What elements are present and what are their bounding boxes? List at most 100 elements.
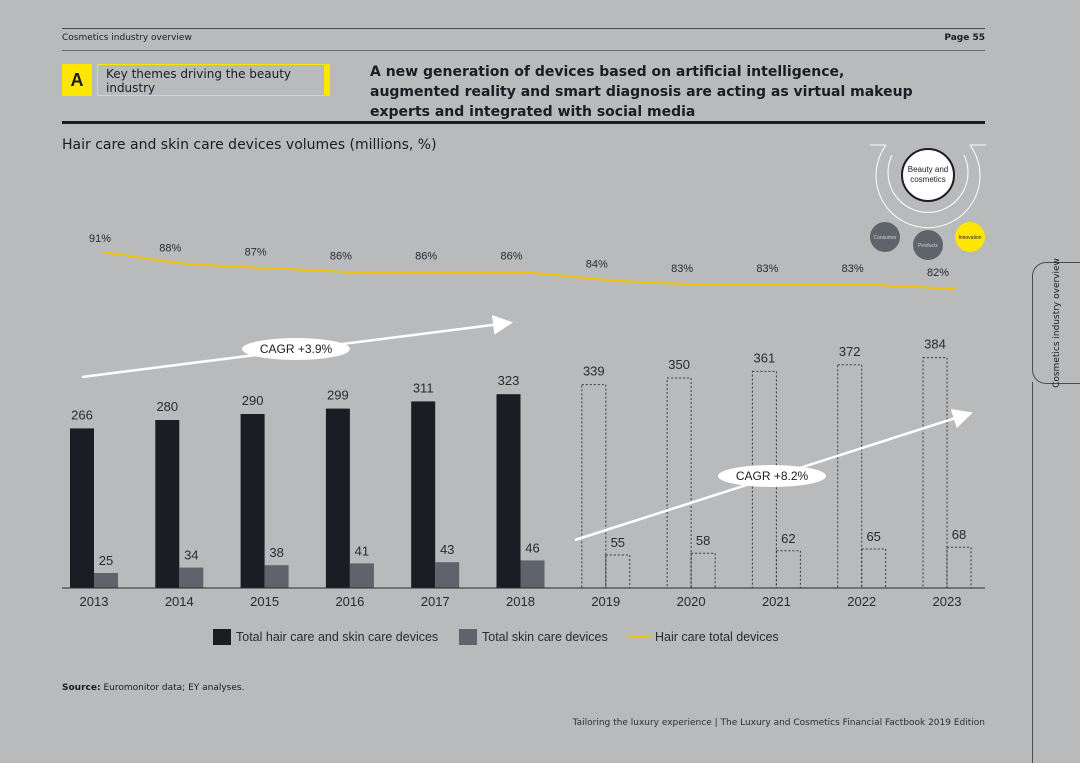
label-skin: 38	[269, 545, 283, 560]
diagram-node	[870, 222, 900, 252]
diagram-center-label: cosmetics	[910, 175, 946, 184]
label-total: 311	[413, 380, 434, 395]
bar-total	[240, 414, 265, 588]
line-layer	[102, 251, 957, 290]
headline: A new generation of devices based on art…	[370, 64, 913, 120]
label-hair-pct: 84%	[586, 259, 608, 271]
source-note: Source: Euromonitor data; EY analyses.	[62, 683, 244, 693]
bar-skin	[946, 546, 972, 589]
legend-label: Total hair care and skin care devices	[236, 630, 438, 644]
tick-label: 2019	[591, 594, 620, 609]
header-subrule	[62, 50, 985, 51]
tick-label: 2018	[506, 594, 535, 609]
label-total: 384	[924, 337, 946, 352]
label-total: 266	[71, 407, 93, 422]
label-hair-pct: 87%	[245, 246, 267, 258]
bar-total	[922, 357, 948, 589]
bar-skin	[94, 573, 118, 588]
label-total: 361	[754, 350, 776, 365]
bar-total	[155, 420, 180, 588]
footer: Tailoring the luxury experience | The Lu…	[572, 718, 985, 728]
bar-total	[837, 364, 863, 589]
theme-label: Key themes driving the beauty industry	[106, 67, 292, 95]
label-total: 350	[668, 357, 690, 372]
label-total: 339	[583, 364, 605, 379]
legend-swatch	[459, 629, 477, 645]
bar-total	[411, 401, 436, 588]
theme-badge: A	[62, 64, 92, 96]
bars-layer	[70, 357, 972, 589]
side-tab[interactable]: Cosmetics industry overview	[1032, 258, 1080, 388]
theme-box: Key themes driving the beauty industry	[97, 64, 330, 96]
cagr-pill	[242, 338, 350, 360]
label-skin: 46	[525, 540, 539, 555]
diagram-center-label: Beauty and	[908, 165, 948, 174]
tick-label: 2023	[933, 594, 962, 609]
label-hair-pct: 86%	[415, 251, 437, 263]
bar-total	[581, 384, 607, 589]
bar-skin	[861, 548, 887, 589]
tick-label: 2021	[762, 594, 791, 609]
bar-skin	[349, 563, 374, 588]
bar-skin	[775, 550, 801, 589]
bar-skin	[435, 562, 460, 588]
label-hair-pct: 91%	[89, 233, 111, 245]
label-hair-pct: 83%	[842, 263, 864, 275]
label-hair-pct: 86%	[500, 251, 522, 263]
label-skin: 68	[952, 527, 966, 542]
label-hair-pct: 83%	[756, 263, 778, 275]
bar-total	[325, 408, 350, 588]
label-skin: 34	[184, 548, 198, 563]
bar-skin	[690, 552, 716, 589]
source-text: Euromonitor data; EY analyses.	[103, 683, 245, 693]
tick-label: 2013	[80, 594, 109, 609]
label-total: 280	[156, 399, 178, 414]
label-skin: 43	[440, 542, 454, 557]
bar-skin	[264, 565, 289, 588]
cagr-label: CAGR +3.9%	[260, 342, 333, 356]
source-label: Source:	[62, 683, 101, 693]
line-hair	[102, 251, 957, 290]
headline-rule	[62, 121, 985, 124]
label-hair-pct: 88%	[159, 242, 181, 254]
tick-label: 2020	[677, 594, 706, 609]
label-skin: 55	[611, 535, 625, 550]
side-tab-label: Cosmetics industry overview	[1052, 258, 1062, 388]
label-total: 323	[498, 373, 520, 388]
bar-total	[496, 394, 521, 588]
legend-swatch	[213, 629, 231, 645]
bar-total	[70, 428, 94, 588]
side-rule	[1032, 382, 1033, 763]
tick-label: 2017	[421, 594, 450, 609]
label-skin: 58	[696, 533, 710, 548]
header-rule	[62, 28, 985, 29]
diagram-node	[913, 230, 943, 260]
legend-layer: Total hair care and skin care devices Tot…	[213, 629, 779, 645]
cagr-layer: CAGR +3.9% CAGR +8.2%	[81, 314, 973, 542]
diagram-node-label: Products	[918, 243, 938, 249]
label-skin: 62	[781, 531, 795, 546]
label-skin: 25	[99, 553, 113, 568]
label-skin: 41	[355, 543, 369, 558]
tick-label: 2016	[335, 594, 364, 609]
bar-skin	[605, 554, 631, 589]
page-number: Page 55	[944, 33, 985, 43]
legend-label: Hair care total devices	[655, 630, 779, 644]
label-skin: 65	[866, 529, 880, 544]
diagram-center	[901, 148, 955, 202]
section-name: Cosmetics industry overview	[62, 33, 192, 43]
bar-skin	[520, 560, 545, 588]
diagram-node	[955, 222, 985, 252]
chart-title: Hair care and skin care devices volumes …	[62, 137, 437, 153]
labels-layer: 266 25 2013 280 34 2014 290 38 2015 299 41 2016 311 4…	[71, 233, 966, 609]
bar-total	[666, 377, 692, 589]
diagram-ring	[875, 144, 981, 229]
tick-label: 2014	[165, 594, 194, 609]
diagram-ring	[887, 154, 969, 213]
tick-label: 2015	[250, 594, 279, 609]
label-hair-pct: 83%	[671, 263, 693, 275]
legend-label: Total skin care devices	[482, 630, 608, 644]
label-total: 299	[327, 388, 349, 403]
